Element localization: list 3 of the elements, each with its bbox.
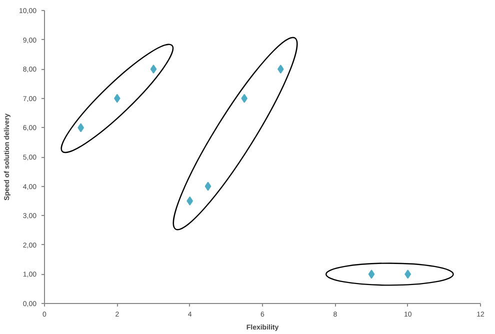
point <box>368 270 375 279</box>
point <box>204 182 212 191</box>
point <box>150 64 157 74</box>
